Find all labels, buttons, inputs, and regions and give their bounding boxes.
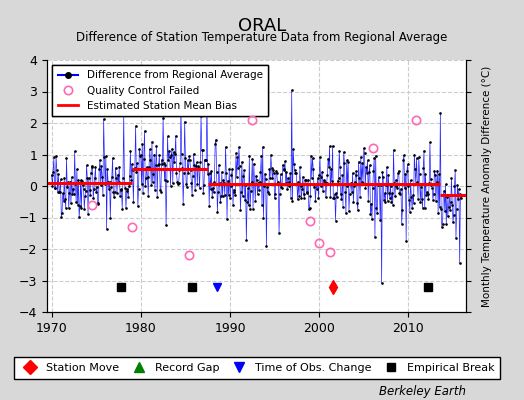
Text: Difference of Station Temperature Data from Regional Average: Difference of Station Temperature Data f… [77, 32, 447, 44]
Text: ORAL: ORAL [238, 17, 286, 35]
Legend: Difference from Regional Average, Quality Control Failed, Estimated Station Mean: Difference from Regional Average, Qualit… [52, 65, 268, 116]
Legend: Station Move, Record Gap, Time of Obs. Change, Empirical Break: Station Move, Record Gap, Time of Obs. C… [14, 358, 500, 378]
Y-axis label: Monthly Temperature Anomaly Difference (°C): Monthly Temperature Anomaly Difference (… [482, 65, 492, 307]
Text: Berkeley Earth: Berkeley Earth [379, 385, 466, 398]
